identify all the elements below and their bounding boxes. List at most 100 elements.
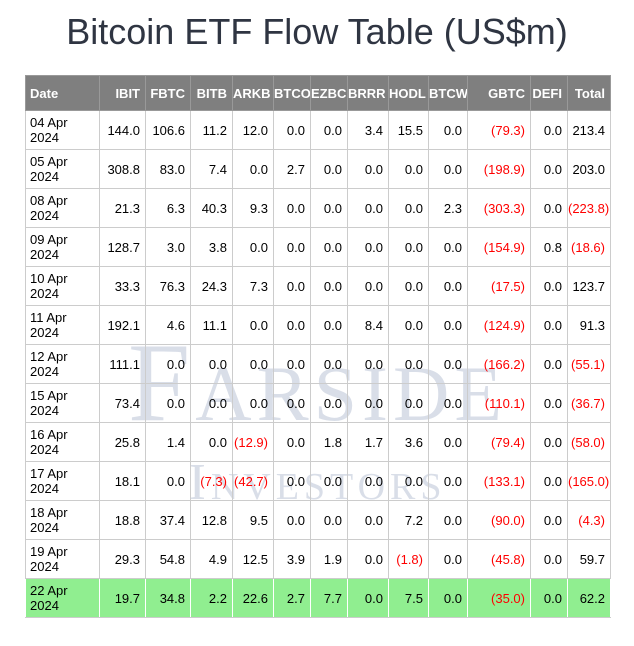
value-cell: 21.3 [99, 188, 146, 229]
etf-flow-table: Date IBIT FBTC BITB ARKB BTCO EZBC BRRR HODL BTCW… [25, 75, 611, 619]
value-cell: 0.0 [530, 578, 568, 619]
value-cell: 0.0 [232, 383, 274, 424]
value-cell: 0.0 [310, 110, 348, 151]
value-cell: 7.5 [388, 578, 429, 619]
value-cell: 22.6 [232, 578, 274, 619]
value-cell: 0.0 [273, 344, 311, 385]
value-cell: 34.8 [145, 578, 191, 619]
value-cell: 128.7 [99, 227, 146, 268]
value-cell: 0.0 [388, 383, 429, 424]
value-cell: 0.0 [310, 266, 348, 307]
value-cell: 0.0 [232, 149, 274, 190]
page-title: Bitcoin ETF Flow Table (US$m) [66, 11, 568, 52]
column-header-ibit: IBIT [99, 75, 146, 112]
value-cell: 9.3 [232, 188, 274, 229]
table-row: 05 Apr 2024 308.8 83.0 7.4 0.0 2.7 0.0 0.0 0.0 0.… [25, 149, 611, 190]
value-cell: 18.8 [99, 500, 146, 541]
value-cell: 12.5 [232, 539, 274, 580]
value-cell: 0.0 [347, 188, 389, 229]
value-cell: 0.0 [310, 383, 348, 424]
value-cell: (1.8) [388, 539, 429, 580]
column-header-ezbc: EZBC [310, 75, 348, 112]
value-cell: 73.4 [99, 383, 146, 424]
value-cell: 0.0 [310, 500, 348, 541]
date-cell: 19 Apr 2024 [25, 539, 100, 580]
value-cell: 24.3 [190, 266, 233, 307]
date-cell: 22 Apr 2024 [25, 578, 100, 619]
value-cell: 0.0 [388, 344, 429, 385]
date-cell: 04 Apr 2024 [25, 110, 100, 151]
value-cell: 9.5 [232, 500, 274, 541]
value-cell: (4.3) [567, 500, 611, 541]
value-cell: 2.2 [190, 578, 233, 619]
value-cell: 0.0 [530, 266, 568, 307]
table-row: 04 Apr 2024 144.0 106.6 11.2 12.0 0.0 0.0 3.4 15… [25, 110, 611, 151]
value-cell: 29.3 [99, 539, 146, 580]
value-cell: 7.3 [232, 266, 274, 307]
date-cell: 17 Apr 2024 [25, 461, 100, 502]
value-cell: 4.9 [190, 539, 233, 580]
value-cell: 0.0 [310, 188, 348, 229]
value-cell: 12.8 [190, 500, 233, 541]
value-cell: 0.0 [530, 305, 568, 346]
column-header-hodl: HODL [388, 75, 429, 112]
table-row: 18 Apr 2024 18.8 37.4 12.8 9.5 0.0 0.0 0.0 7.2 0.… [25, 500, 611, 541]
value-cell: 0.0 [530, 422, 568, 463]
value-cell: 0.0 [273, 110, 311, 151]
value-cell: 0.0 [273, 383, 311, 424]
column-header-brrr: BRRR [347, 75, 389, 112]
value-cell: 0.0 [428, 422, 468, 463]
table-row: 09 Apr 2024 128.7 3.0 3.8 0.0 0.0 0.0 0.0 0.0 0.0… [25, 227, 611, 268]
etf-flow-table-container: FARSIDE INVESTORS Date IBIT FBTC BITB ARKB BT… [25, 75, 611, 619]
value-cell: (166.2) [467, 344, 531, 385]
value-cell: 37.4 [145, 500, 191, 541]
value-cell: (124.9) [467, 305, 531, 346]
value-cell: 7.7 [310, 578, 348, 619]
value-cell: 2.7 [273, 578, 311, 619]
date-cell: 15 Apr 2024 [25, 383, 100, 424]
column-header-arkb: ARKB [232, 75, 274, 112]
value-cell: 0.0 [310, 305, 348, 346]
value-cell: (79.4) [467, 422, 531, 463]
value-cell: 25.8 [99, 422, 146, 463]
value-cell: 1.8 [310, 422, 348, 463]
value-cell: 0.0 [428, 149, 468, 190]
value-cell: 308.8 [99, 149, 146, 190]
value-cell: (55.1) [567, 344, 611, 385]
column-header-total: Total [567, 75, 611, 112]
value-cell: 0.0 [530, 461, 568, 502]
value-cell: 0.0 [190, 344, 233, 385]
column-header-bitb: BITB [190, 75, 233, 112]
date-cell: 09 Apr 2024 [25, 227, 100, 268]
value-cell: 144.0 [99, 110, 146, 151]
value-cell: 0.0 [530, 344, 568, 385]
value-cell: 3.9 [273, 539, 311, 580]
value-cell: 11.2 [190, 110, 233, 151]
value-cell: 0.0 [530, 500, 568, 541]
value-cell: (79.3) [467, 110, 531, 151]
value-cell: 0.0 [347, 383, 389, 424]
value-cell: 11.1 [190, 305, 233, 346]
value-cell: 0.0 [310, 227, 348, 268]
column-header-btcw: BTCW [428, 75, 468, 112]
value-cell: 0.0 [232, 344, 274, 385]
table-row: 16 Apr 2024 25.8 1.4 0.0 (12.9) 0.0 1.8 1.7 3.6 0… [25, 422, 611, 463]
value-cell: 203.0 [567, 149, 611, 190]
value-cell: (42.7) [232, 461, 274, 502]
value-cell: 8.4 [347, 305, 389, 346]
table-row: 19 Apr 2024 29.3 54.8 4.9 12.5 3.9 1.9 0.0 (1.8)… [25, 539, 611, 580]
value-cell: 76.3 [145, 266, 191, 307]
value-cell: 0.0 [388, 227, 429, 268]
value-cell: 0.0 [388, 461, 429, 502]
value-cell: (110.1) [467, 383, 531, 424]
date-cell: 16 Apr 2024 [25, 422, 100, 463]
value-cell: 0.0 [428, 227, 468, 268]
value-cell: 3.8 [190, 227, 233, 268]
value-cell: 123.7 [567, 266, 611, 307]
value-cell: 106.6 [145, 110, 191, 151]
value-cell: 40.3 [190, 188, 233, 229]
value-cell: 1.4 [145, 422, 191, 463]
value-cell: 0.0 [530, 539, 568, 580]
value-cell: 0.0 [190, 383, 233, 424]
value-cell: 0.0 [428, 110, 468, 151]
